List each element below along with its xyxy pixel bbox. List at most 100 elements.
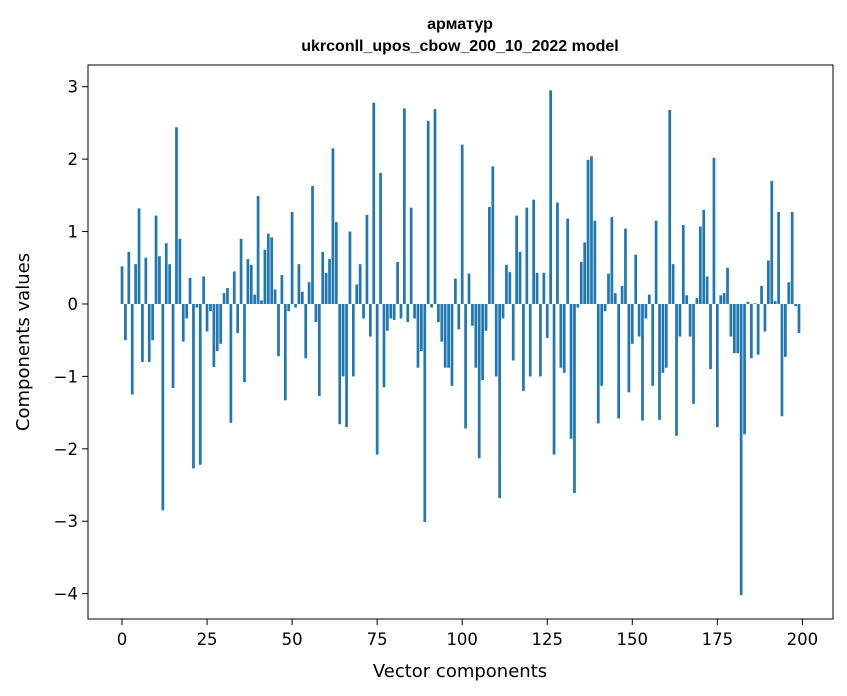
bar-component-188 — [760, 285, 763, 304]
bar-component-52 — [297, 264, 301, 304]
bar-component-28 — [215, 303, 219, 352]
bar-component-184 — [746, 301, 750, 304]
bar-component-94 — [440, 303, 444, 342]
y-tick-label: −2 — [54, 440, 78, 459]
bar-component-63 — [334, 222, 338, 304]
bar-component-99 — [457, 303, 461, 330]
bar-component-69 — [355, 284, 359, 304]
bar-component-88 — [420, 303, 423, 352]
bar-component-170 — [698, 226, 702, 304]
bar-component-50 — [290, 212, 294, 304]
bar-component-148 — [624, 228, 627, 304]
bar-component-197 — [790, 212, 794, 304]
bar-component-84 — [406, 303, 410, 323]
bar-component-65 — [341, 303, 345, 377]
bar-component-196 — [787, 282, 791, 304]
bar-component-168 — [692, 303, 695, 404]
bar-component-13 — [164, 243, 168, 304]
bar-component-119 — [525, 207, 529, 304]
bar-component-158 — [658, 303, 661, 420]
bar-component-112 — [501, 303, 505, 319]
bar-component-166 — [685, 295, 689, 304]
bar-component-11 — [158, 256, 161, 304]
bar-component-182 — [739, 303, 743, 596]
bar-component-164 — [678, 303, 682, 337]
bar-component-38 — [249, 264, 253, 304]
bar-component-136 — [583, 242, 587, 304]
bar-component-36 — [243, 303, 246, 383]
bar-component-57 — [314, 303, 318, 323]
bar-component-146 — [617, 303, 621, 419]
bar-component-120 — [528, 303, 532, 377]
bar-component-139 — [593, 220, 597, 304]
bar-component-174 — [712, 157, 716, 304]
bar-component-159 — [661, 303, 665, 373]
bar-component-165 — [681, 225, 685, 304]
bar-component-27 — [212, 303, 216, 367]
bar-component-169 — [695, 298, 699, 304]
bar-component-130 — [562, 303, 566, 373]
bar-component-192 — [773, 301, 777, 304]
bar-component-0 — [120, 266, 124, 304]
bar-component-14 — [168, 264, 171, 304]
bar-component-176 — [719, 295, 723, 304]
bar-component-113 — [505, 264, 508, 304]
bar-component-60 — [324, 272, 328, 304]
bar-component-160 — [664, 303, 668, 368]
bar-component-147 — [620, 285, 624, 304]
bar-component-171 — [702, 209, 706, 304]
bar-component-8 — [147, 303, 151, 362]
bar-component-46 — [277, 303, 280, 357]
bar-component-129 — [559, 303, 563, 368]
bar-component-56 — [311, 185, 314, 304]
bar-component-51 — [294, 303, 297, 308]
bar-component-143 — [607, 273, 610, 304]
bar-component-62 — [331, 148, 335, 304]
bar-component-191 — [770, 180, 774, 304]
bar-component-117 — [518, 251, 522, 304]
bar-component-102 — [467, 273, 471, 304]
bar-component-140 — [596, 303, 600, 424]
bar-component-55 — [307, 282, 311, 304]
bar-component-89 — [423, 303, 427, 522]
bar-component-93 — [437, 303, 440, 323]
bar-component-2 — [127, 251, 131, 304]
bar-component-116 — [515, 215, 518, 304]
bar-component-186 — [753, 303, 757, 304]
bar-component-33 — [232, 271, 236, 304]
bar-component-126 — [549, 90, 553, 304]
bar-component-91 — [430, 303, 433, 308]
bar-component-37 — [246, 259, 250, 304]
x-tick-label: 75 — [367, 630, 388, 649]
bar-component-16 — [175, 127, 178, 304]
x-tick-label: 175 — [702, 630, 734, 649]
bar-component-32 — [229, 303, 233, 423]
bars-group — [120, 90, 801, 596]
bar-component-97 — [450, 303, 454, 386]
bar-component-54 — [304, 303, 308, 359]
bar-component-111 — [498, 303, 501, 499]
bar-component-30 — [222, 293, 226, 304]
bar-component-39 — [253, 294, 257, 304]
bar-component-154 — [644, 303, 648, 319]
bar-component-178 — [726, 267, 729, 304]
bar-component-106 — [481, 303, 484, 381]
bar-component-135 — [579, 261, 583, 304]
bar-component-15 — [171, 303, 175, 388]
bar-component-29 — [219, 303, 223, 344]
bar-component-156 — [651, 303, 655, 386]
bar-component-114 — [508, 272, 512, 304]
bar-component-121 — [532, 199, 535, 304]
y-tick-label: 0 — [68, 295, 79, 314]
bar-component-108 — [488, 206, 491, 304]
bar-component-128 — [556, 202, 559, 304]
bar-component-110 — [494, 303, 498, 377]
bar-component-49 — [287, 303, 291, 312]
bar-component-173 — [709, 303, 712, 370]
x-tick-label: 0 — [117, 630, 128, 649]
bar-component-71 — [362, 303, 365, 319]
bar-component-41 — [260, 300, 263, 304]
bar-component-133 — [573, 303, 576, 493]
bar-component-155 — [647, 294, 651, 304]
bar-component-185 — [750, 303, 753, 359]
